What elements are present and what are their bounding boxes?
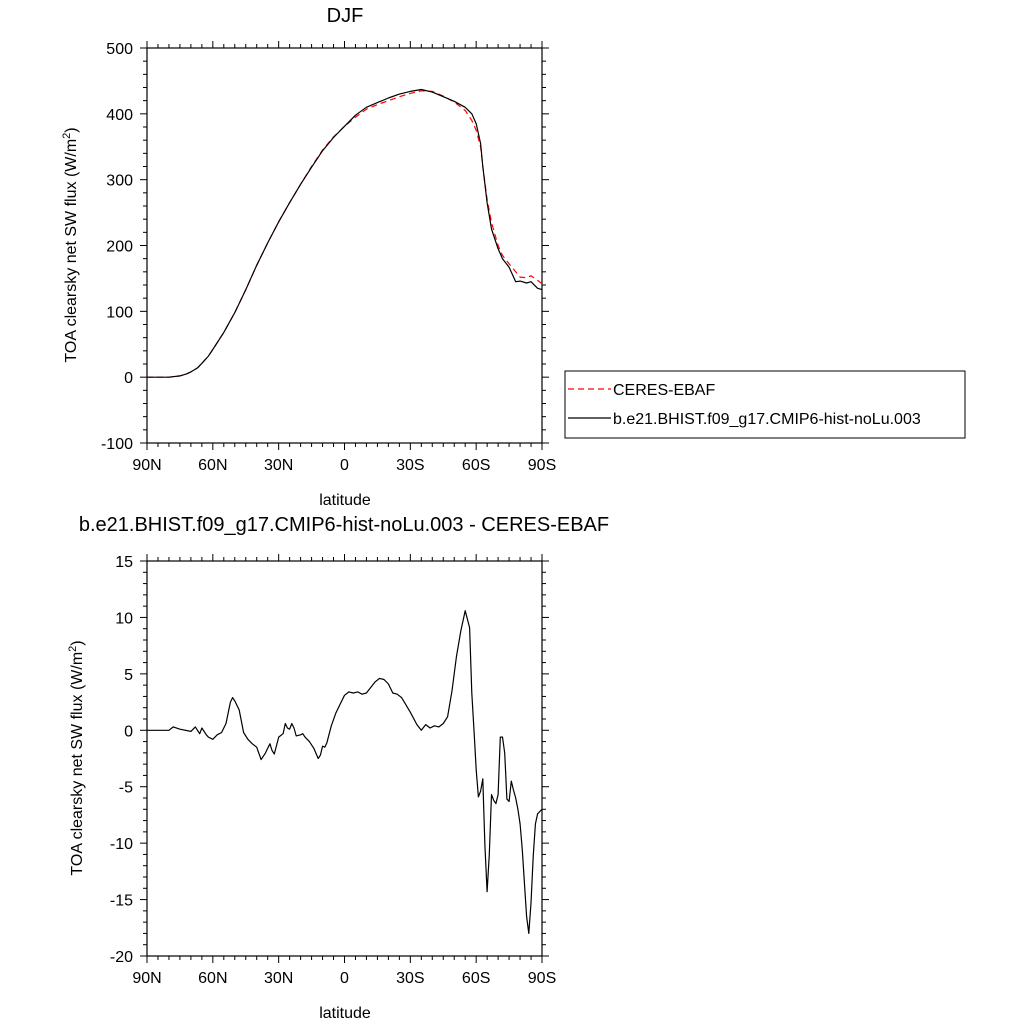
series-line-0 (147, 90, 543, 378)
y-tick-label: 500 (106, 41, 133, 58)
plot-frame (146, 47, 543, 444)
bottom-panel-xlabel: latitude (319, 1005, 371, 1022)
x-tick-label: 30S (396, 970, 424, 987)
x-tick-label: 60S (462, 970, 490, 987)
y-tick-label: 0 (124, 370, 133, 387)
legend: CERES-EBAF b.e21.BHIST.f09_g17.CMIP6-hist… (564, 370, 966, 439)
top-panel-xlabel: latitude (319, 492, 371, 509)
x-tick-label: 0 (340, 457, 349, 474)
x-tick-label: 30S (396, 457, 424, 474)
y-tick-label: 10 (115, 610, 133, 627)
y-tick-label: -5 (119, 780, 133, 797)
series-line-1 (147, 88, 543, 378)
x-tick-label: 30N (264, 457, 293, 474)
x-tick-label: 60N (198, 970, 227, 987)
x-tick-label: 90S (528, 457, 556, 474)
x-tick-label: 0 (340, 970, 349, 987)
plot-frame (146, 560, 543, 957)
x-tick-label: 90N (132, 457, 161, 474)
x-tick-label: 90N (132, 970, 161, 987)
top-panel-ylabel: TOA clearsky net SW flux (W/m2) (61, 127, 80, 362)
x-tick-label: 90S (528, 970, 556, 987)
y-tick-label: 5 (124, 667, 133, 684)
y-tick-label: -100 (101, 436, 133, 453)
x-tick-label: 60S (462, 457, 490, 474)
y-tick-label: 200 (106, 239, 133, 256)
series-line-0 (147, 610, 543, 934)
bottom-panel: b.e21.BHIST.f09_g17.CMIP6-hist-noLu.003 … (67, 514, 609, 1022)
y-tick-label: -10 (110, 836, 133, 853)
bottom-panel-ylabel: TOA clearsky net SW flux (W/m2) (67, 640, 86, 875)
top-panel-title: DJF (327, 5, 364, 27)
legend-box (564, 370, 966, 439)
top-panel: DJF latitude TOA clearsky net SW flux (W… (61, 5, 556, 509)
y-tick-label: 0 (124, 723, 133, 740)
y-tick-label: -20 (110, 949, 133, 966)
bottom-panel-title: b.e21.BHIST.f09_g17.CMIP6-hist-noLu.003 … (79, 514, 609, 536)
legend-label-0: CERES-EBAF (613, 382, 715, 399)
legend-label-1: b.e21.BHIST.f09_g17.CMIP6-hist-noLu.003 (613, 411, 921, 428)
y-tick-label: 15 (115, 554, 133, 571)
y-tick-label: 300 (106, 173, 133, 190)
x-tick-label: 60N (198, 457, 227, 474)
y-tick-label: 100 (106, 304, 133, 321)
x-tick-label: 30N (264, 970, 293, 987)
y-tick-label: 400 (106, 107, 133, 124)
y-tick-label: -15 (110, 893, 133, 910)
